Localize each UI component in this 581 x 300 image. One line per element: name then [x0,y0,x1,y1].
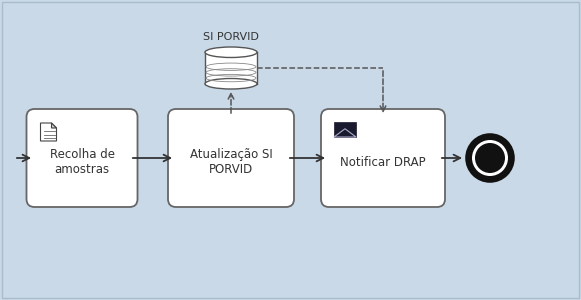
Polygon shape [41,123,56,141]
Text: SI PORVID: SI PORVID [203,32,259,42]
FancyBboxPatch shape [168,109,294,207]
Circle shape [468,136,512,180]
Ellipse shape [205,47,257,58]
Text: Atualização SI
PORVID: Atualização SI PORVID [189,148,272,176]
Text: Recolha de
amostras: Recolha de amostras [49,148,114,176]
Polygon shape [52,123,56,128]
Polygon shape [334,122,356,137]
Circle shape [475,143,505,173]
FancyBboxPatch shape [321,109,445,207]
FancyBboxPatch shape [27,109,138,207]
Polygon shape [205,52,257,84]
Text: Notificar DRAP: Notificar DRAP [340,155,426,169]
Ellipse shape [205,79,257,89]
Circle shape [472,140,508,176]
